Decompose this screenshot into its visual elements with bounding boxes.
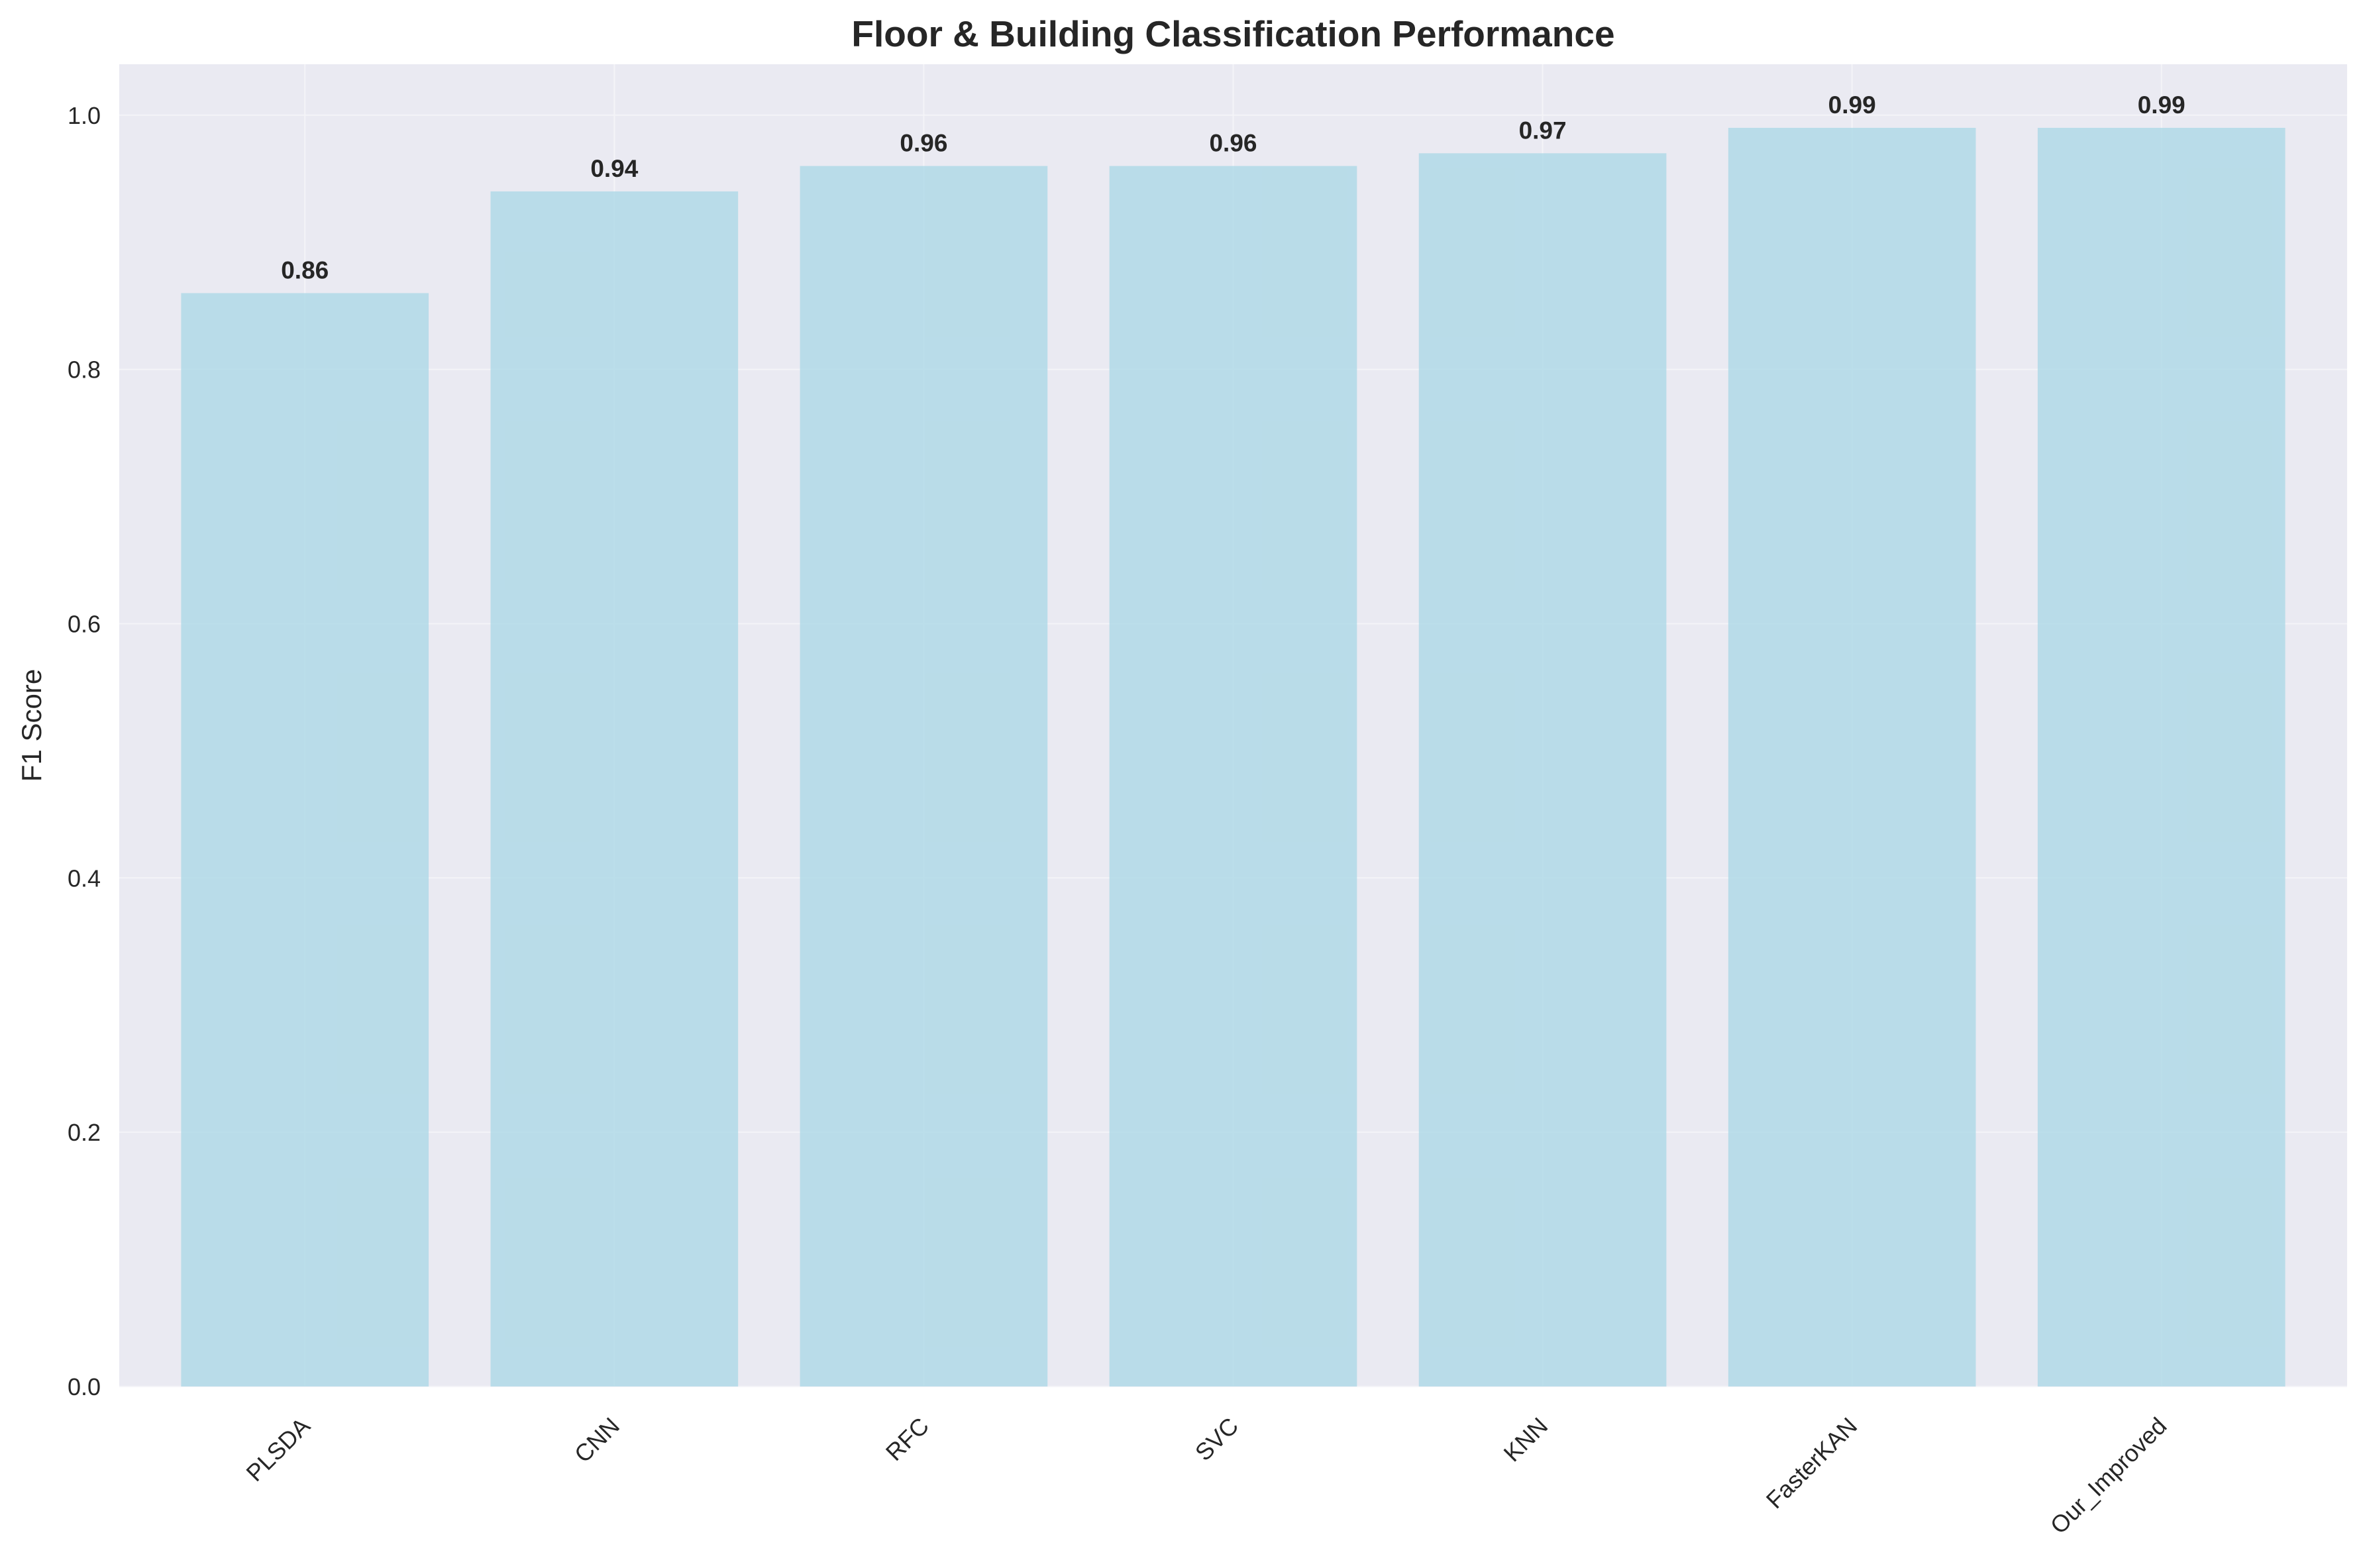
bar-value-label: 0.99 xyxy=(1828,91,1876,119)
y-axis-ticks: 0.0 0.2 0.4 0.6 0.8 1.0 xyxy=(68,102,101,1400)
bars xyxy=(181,127,2286,1387)
bar-value-label: 0.94 xyxy=(590,155,638,182)
data-labels: 0.86 0.94 0.96 0.96 0.97 0.99 0.99 xyxy=(281,91,2185,284)
bar-knn xyxy=(1418,153,1667,1386)
y-tick-label: 0.6 xyxy=(68,610,101,637)
chart-title: Floor & Building Classification Performa… xyxy=(851,13,1614,54)
bar-plsda xyxy=(181,293,429,1386)
bar-our-improved xyxy=(2037,127,2286,1386)
bar-value-label: 0.86 xyxy=(281,256,329,284)
y-tick-label: 0.4 xyxy=(68,864,101,892)
bar-value-label: 0.96 xyxy=(900,130,947,157)
bar-fasterkan xyxy=(1728,127,1976,1386)
y-tick-label: 0.8 xyxy=(68,356,101,384)
bar-cnn xyxy=(490,191,739,1386)
bar-value-label: 0.97 xyxy=(1519,117,1567,144)
y-tick-label: 0.2 xyxy=(68,1119,101,1146)
bar-value-label: 0.99 xyxy=(2138,91,2185,119)
bar-svc xyxy=(1109,166,1357,1387)
y-tick-label: 0.0 xyxy=(68,1373,101,1400)
bar-rfc xyxy=(800,166,1048,1387)
y-tick-label: 1.0 xyxy=(68,102,101,129)
bar-value-label: 0.96 xyxy=(1209,130,1257,157)
y-axis-label: F1 Score xyxy=(16,669,47,782)
